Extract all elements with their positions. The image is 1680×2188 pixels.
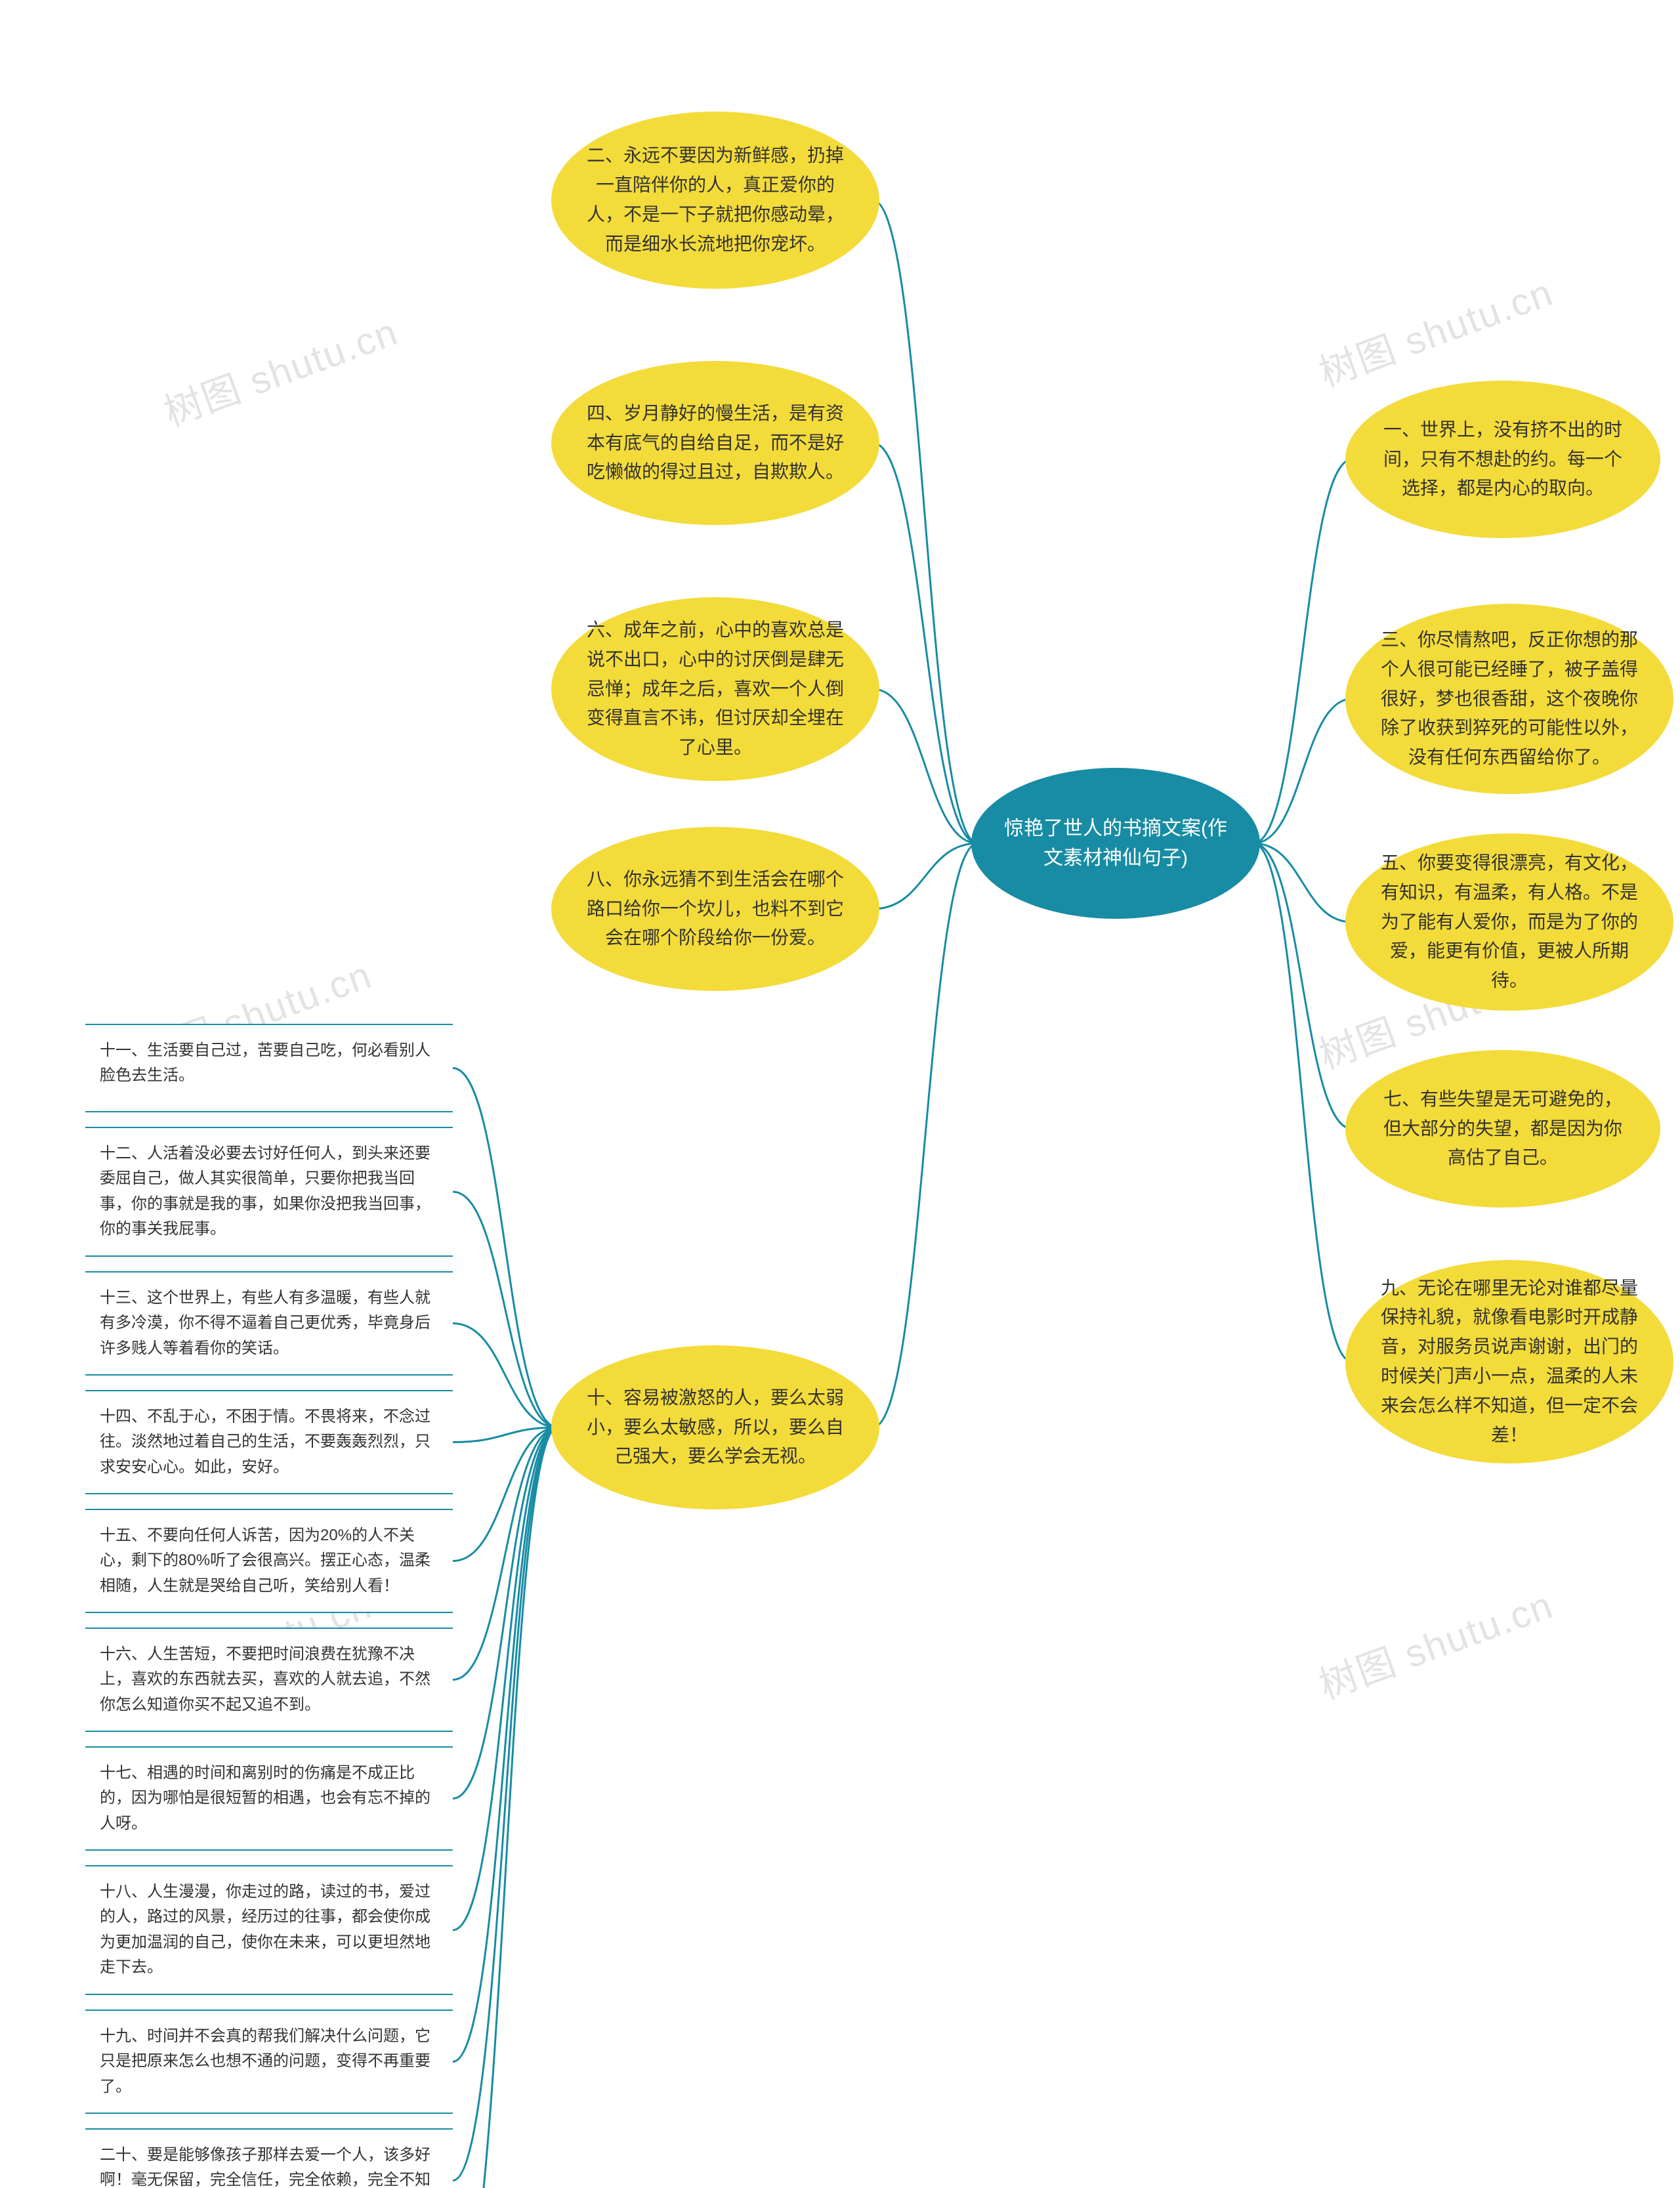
sub-topic-20[interactable]: 二十、要是能够像孩子那样去爱一个人，该多好啊！毫无保留，完全信任，完全依赖，完全… (85, 2128, 453, 2188)
sub-topic-12[interactable]: 十二、人活着没必要去讨好任何人，到头来还要委屈自己，做人其实很简单，只要你把我当… (85, 1127, 453, 1257)
watermark: 树图 shutu.cn (1311, 262, 1560, 398)
sub-topic-14[interactable]: 十四、不乱于心，不困于情。不畏将来，不念过往。淡然地过着自己的生活，不要轰轰烈烈… (85, 1390, 453, 1494)
right-topic-5[interactable]: 九、无论在哪里无论对谁都尽量保持礼貌，就像看电影时开成静音，对服务员说声谢谢，出… (1345, 1260, 1673, 1463)
sub-topic-15[interactable]: 十五、不要向任何人诉苦，因为20%的人不关心，剩下的80%听了会很高兴。摆正心态… (85, 1509, 453, 1613)
mindmap-canvas: 树图 shutu.cn树图 shutu.cn树图 shutu.cn树图 shut… (0, 0, 1680, 2188)
sub-topic-18[interactable]: 十八、人生漫漫，你走过的路，读过的书，爱过的人，路过的风景，经历过的往事，都会使… (85, 1865, 453, 1995)
right-topic-1[interactable]: 一、世界上，没有挤不出的时间，只有不想赴的约。每一个选择，都是内心的取向。 (1345, 381, 1660, 538)
right-topic-3[interactable]: 五、你要变得很漂亮，有文化，有知识，有温柔，有人格。不是为了能有人爱你，而是为了… (1345, 833, 1673, 1011)
center-topic[interactable]: 惊艳了世人的书摘文案(作文素材神仙句子) (971, 768, 1260, 919)
sub-topic-16[interactable]: 十六、人生苦短，不要把时间浪费在犹豫不决上，喜欢的东西就去买，喜欢的人就去追，不… (85, 1628, 453, 1732)
watermark: 树图 shutu.cn (156, 301, 405, 437)
right-topic-4[interactable]: 七、有些失望是无可避免的，但大部分的失望，都是因为你高估了自己。 (1345, 1050, 1660, 1208)
left-topic-4[interactable]: 八、你永远猜不到生活会在哪个路口给你一个坎儿，也料不到它会在哪个阶段给你一份爱。 (551, 827, 879, 991)
left-topic-3[interactable]: 六、成年之前，心中的喜欢总是说不出口，心中的讨厌倒是肆无忌惮；成年之后，喜欢一个… (551, 597, 879, 781)
sub-topic-19[interactable]: 十九、时间并不会真的帮我们解决什么问题，它只是把原来怎么也想不通的问题，变得不再… (85, 2009, 453, 2114)
watermark: 树图 shutu.cn (1311, 1574, 1560, 1710)
sub-topic-11[interactable]: 十一、生活要自己过，苦要自己吃，何必看别人脸色去生活。 (85, 1024, 453, 1112)
right-topic-2[interactable]: 三、你尽情熬吧，反正你想的那个人很可能已经睡了，被子盖得很好，梦也很香甜，这个夜… (1345, 604, 1673, 794)
sub-topic-17[interactable]: 十七、相遇的时间和离别时的伤痛是不成正比的，因为哪怕是很短暂的相遇，也会有忘不掉… (85, 1746, 453, 1851)
left-topic-2[interactable]: 四、岁月静好的慢生活，是有资本有底气的自给自足，而不是好吃懒做的得过且过，自欺欺… (551, 361, 879, 525)
left-topic-1[interactable]: 二、永远不要因为新鲜感，扔掉一直陪伴你的人，真正爱你的人，不是一下子就把你感动晕… (551, 112, 879, 289)
sub-topic-13[interactable]: 十三、这个世界上，有些人有多温暖，有些人就有多冷漠，你不得不逼着自己更优秀，毕竟… (85, 1271, 453, 1376)
left-topic-5[interactable]: 十、容易被激怒的人，要么太弱小，要么太敏感，所以，要么自己强大，要么学会无视。 (551, 1345, 879, 1509)
